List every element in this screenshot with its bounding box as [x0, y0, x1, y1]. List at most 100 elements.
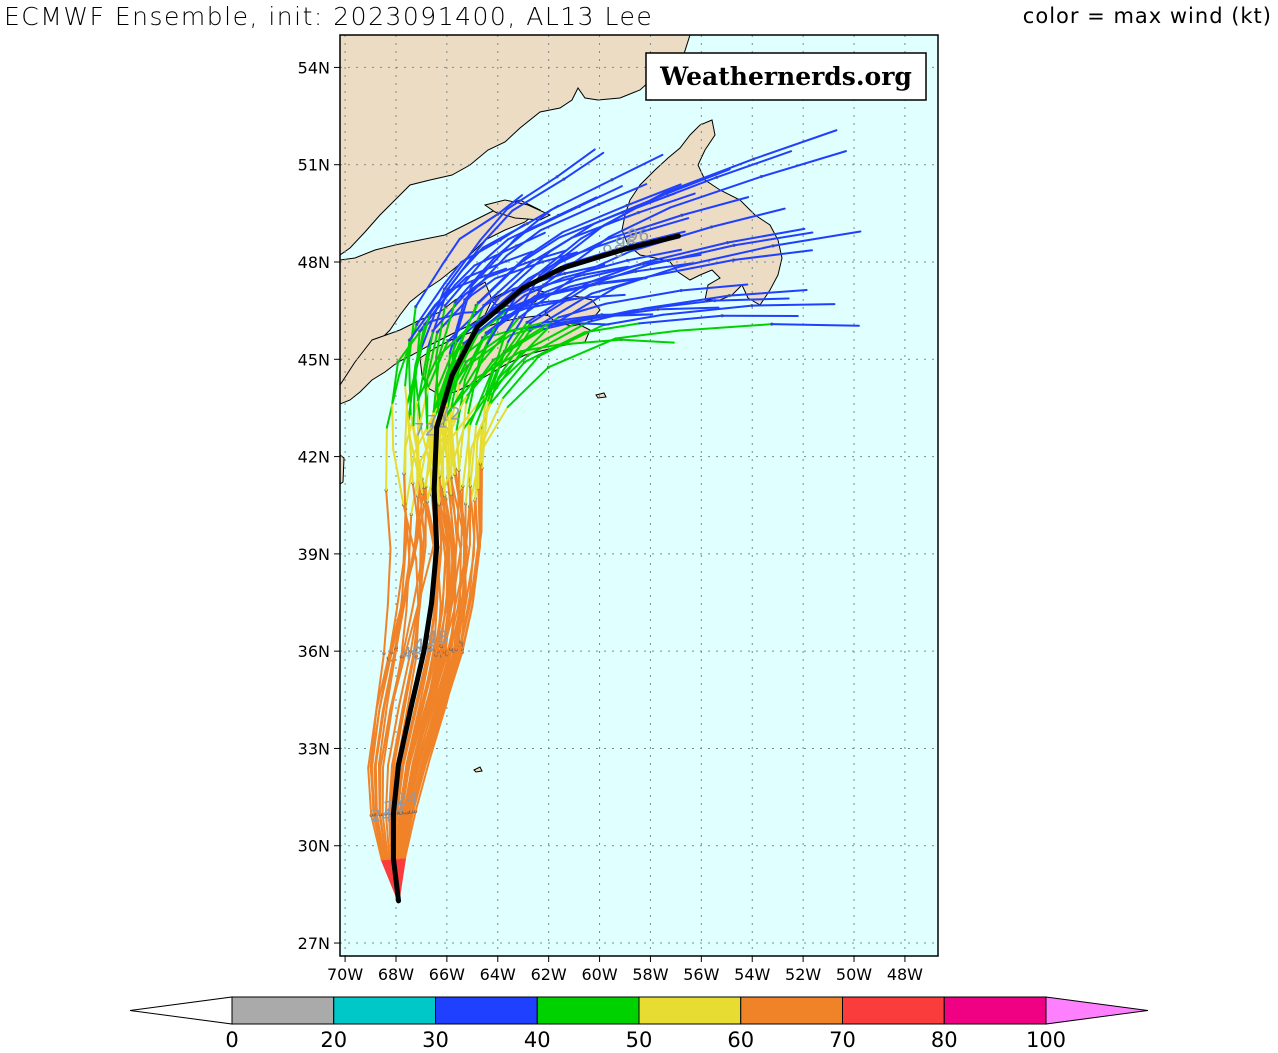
ensemble-track-segment	[515, 231, 546, 247]
ensemble-track-segment	[458, 213, 499, 241]
ensemble-track-segment	[381, 813, 389, 861]
forecast-hour-label: 96	[628, 226, 650, 246]
ensemble-track-segment	[541, 313, 603, 324]
ensemble-track-segment	[439, 648, 458, 706]
ensemble-track-segment	[459, 587, 474, 643]
mean-track-segment	[396, 703, 414, 768]
mean-track-segment	[390, 762, 402, 816]
ensemble-track-segment	[661, 304, 753, 316]
ensemble-track-segment	[633, 176, 718, 210]
colorbar-tick-label: 40	[524, 1028, 551, 1052]
ensemble-track-segment	[669, 175, 763, 209]
colorbar-segment	[740, 996, 843, 1025]
forecast-hour-label: 72	[439, 404, 461, 424]
colorbar-tick-label: 70	[829, 1028, 856, 1052]
ensemble-track-segment	[404, 339, 411, 387]
ensemble-track-segment	[465, 330, 510, 363]
ensemble-track-segment	[397, 650, 412, 708]
ensemble-track-segment	[523, 276, 565, 297]
ensemble-track-segment	[441, 556, 447, 611]
ensemble-track-segment	[404, 762, 418, 814]
ensemble-track-segment	[367, 766, 373, 817]
ensemble-track-segment	[374, 705, 386, 767]
ensemble-track-segment	[419, 410, 435, 480]
map-frame	[339, 34, 939, 957]
ensemble-track-segment	[566, 233, 634, 258]
ensemble-track-segment	[439, 435, 446, 497]
ensemble-track-segment	[539, 203, 600, 232]
ensemble-track-segment	[438, 502, 447, 559]
ensemble-track-segment	[391, 706, 404, 767]
ensemble-track-segment	[429, 311, 463, 323]
ensemble-track-segment	[418, 648, 432, 707]
ensemble-track-segment	[519, 320, 581, 354]
ensemble-track-segment	[401, 652, 415, 709]
ensemble-track-segment	[379, 708, 392, 768]
mean-track-segment	[520, 265, 564, 291]
ensemble-track-segment	[453, 264, 476, 287]
lon-tick-label: 70W	[327, 965, 363, 984]
ensemble-track-segment	[384, 812, 391, 860]
ensemble-track-segment	[403, 763, 414, 814]
ensemble-track-segment	[760, 150, 847, 178]
ensemble-track-segment	[605, 214, 683, 241]
ensemble-track-segment	[520, 236, 561, 264]
forecast-hour-labels: 242424484848727272969696	[371, 226, 650, 826]
ensemble-track-segment	[503, 316, 560, 353]
ensemble-track-segment	[379, 813, 388, 861]
ensemble-track-segment	[579, 207, 636, 240]
ensemble-track-segment	[615, 265, 681, 289]
ensemble-track-segment	[407, 363, 417, 421]
ensemble-track-segment	[382, 708, 393, 768]
ensemble-track-segment	[620, 338, 675, 344]
ensemble-track-segment	[408, 433, 424, 495]
ensemble-track-segment	[426, 331, 439, 380]
ensemble-track-segment	[597, 183, 648, 206]
ensemble-track-segment	[391, 360, 400, 405]
ensemble-track-segment	[638, 314, 724, 325]
mean-track-segment	[558, 246, 628, 271]
lat-tick-label: 48N	[298, 253, 330, 272]
ensemble-track-segment	[412, 760, 427, 813]
ensemble-track-segment	[396, 763, 405, 815]
ensemble-track-segment	[395, 595, 404, 649]
ensemble-track-segment	[388, 764, 394, 815]
mean-track-segment	[408, 648, 427, 709]
ensemble-track-segment	[407, 707, 424, 767]
ensemble-track-segment	[415, 651, 431, 708]
colorbar-segment	[231, 996, 335, 1025]
ensemble-track-segment	[414, 646, 431, 706]
ensemble-track-segment	[435, 304, 447, 359]
ensemble-track-segment	[415, 282, 446, 326]
ensemble-track-segment	[378, 651, 393, 709]
ensemble-track-segment	[680, 283, 749, 292]
ensemble-track-segment	[421, 500, 429, 559]
ensemble-track-segment	[458, 549, 462, 605]
ensemble-track-segment	[404, 603, 420, 655]
lat-tick-label: 33N	[298, 739, 330, 758]
ensemble-track-segment	[484, 333, 507, 396]
ensemble-track-segment	[461, 599, 475, 651]
ensemble-track-segment	[421, 654, 437, 710]
ensemble-track-segment	[370, 814, 383, 861]
ensemble-track-segment	[656, 306, 720, 311]
ensemble-track-segment	[438, 301, 457, 357]
ensemble-track-segment	[407, 305, 417, 361]
ensemble-track-segment	[483, 267, 508, 277]
ensemble-track-segment	[473, 244, 518, 267]
forecast-hour-label: 24	[396, 790, 418, 810]
ensemble-track-segment	[374, 764, 378, 816]
ensemble-track-segment	[537, 282, 598, 297]
ensemble-track-segment	[523, 231, 564, 260]
ensemble-track-segment	[632, 299, 716, 312]
ensemble-track-segment	[396, 812, 402, 860]
ensemble-track-segment	[471, 527, 482, 590]
axes: 70W 68W 66W 64W 62W 60W 58W 56W 54W 52W 50W 48W 54N 5…	[298, 58, 924, 984]
ensemble-track-segment	[391, 402, 395, 450]
ensemble-track-segment	[433, 289, 451, 307]
ensemble-track-segment	[456, 469, 460, 535]
ensemble-track-segment	[395, 561, 405, 615]
ensemble-track-segment	[462, 375, 502, 430]
ensemble-track-segment	[474, 350, 522, 380]
